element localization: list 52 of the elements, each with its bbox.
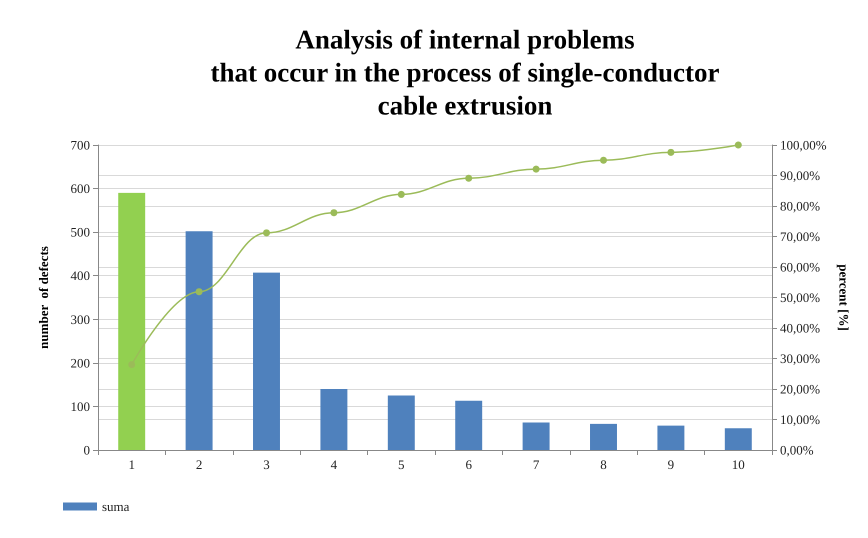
legend-label: suma [102,499,130,514]
bar [522,422,550,450]
y2-tick-label: 40,00% [780,320,820,336]
y2-tick-label: 100,00% [780,138,827,152]
x-tick-label: 4 [330,457,338,472]
x-tick-label: 10 [732,457,745,472]
y2-tick-label: 50,00% [780,290,820,305]
y2-tick-label: 70,00% [780,229,820,244]
y2-tick-label: 30,00% [780,351,820,366]
point [330,209,338,216]
point [532,166,540,173]
y-tick-label: 300 [70,312,90,327]
y-tick-label: 600 [70,181,90,196]
x-tick-label: 1 [128,457,135,472]
bar [320,389,348,450]
point [398,190,405,198]
y2-tick-label: 20,00% [780,382,820,396]
y2-tick-label: 80,00% [780,198,820,214]
x-tick-label: 6 [465,457,472,472]
point [196,288,203,296]
y2-tick-label: 0,00% [780,442,814,458]
y-tick-label: 200 [70,355,90,370]
point [600,156,607,164]
bar [724,428,752,450]
y-axis-title: number of defects [36,246,51,349]
y2-tick-label: 10,00% [780,412,820,427]
bar [253,272,280,450]
point [667,148,674,156]
x-tick-label: 8 [600,457,607,472]
y-tick-label: 400 [70,268,90,284]
chart-title: Analysis of internal problems that occur in the process of single-conductor cable extrusion [210,24,720,120]
x-tick-label: 9 [668,457,674,472]
point [734,142,742,148]
point [465,174,472,182]
bar [388,396,415,450]
point [263,229,270,236]
x-tick-label: 3 [263,457,270,472]
y-tick-label: 0 [84,442,90,458]
bar [118,192,146,450]
x-tick-label: 7 [532,457,540,472]
bar [657,426,684,450]
y-tick-label: 500 [70,224,90,240]
y-tick-label: 100 [70,398,90,414]
x-tick-label: 5 [398,457,405,472]
y2-axis-title: percent [%] [836,264,852,331]
y-tick-label: 700 [70,138,90,152]
x-tick-label: 2 [196,457,202,472]
bar [455,400,482,450]
bar [590,424,617,450]
bar [186,231,213,450]
y2-tick-label: 60,00% [780,260,820,274]
y2-tick-label: 90,00% [780,168,820,183]
